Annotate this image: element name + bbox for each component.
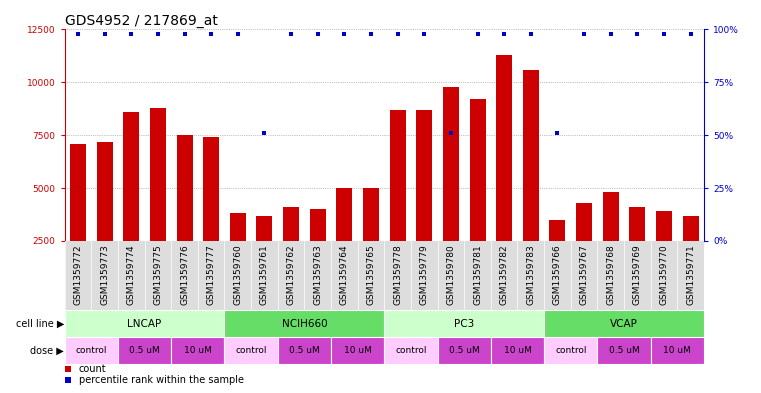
Bar	[683, 216, 699, 294]
Text: GDS4952 / 217869_at: GDS4952 / 217869_at	[65, 15, 218, 28]
Text: GSM1359772: GSM1359772	[74, 244, 82, 305]
Text: 0.5 uM: 0.5 uM	[609, 346, 639, 355]
Bar	[118, 337, 171, 364]
Bar	[384, 310, 544, 337]
Text: VCAP: VCAP	[610, 319, 638, 329]
Bar	[256, 216, 272, 294]
Bar	[576, 203, 592, 294]
Text: GSM1359764: GSM1359764	[340, 244, 349, 305]
Bar	[171, 337, 224, 364]
Bar	[416, 110, 432, 294]
Text: count: count	[78, 364, 107, 374]
Text: GSM1359762: GSM1359762	[287, 244, 295, 305]
Bar	[549, 220, 565, 294]
Bar	[70, 144, 86, 294]
Bar	[544, 337, 597, 364]
Text: GSM1359781: GSM1359781	[473, 244, 482, 305]
Text: GSM1359774: GSM1359774	[127, 244, 135, 305]
Bar	[651, 337, 704, 364]
Text: 0.5 uM: 0.5 uM	[449, 346, 479, 355]
Text: GSM1359779: GSM1359779	[420, 244, 428, 305]
Text: GSM1359773: GSM1359773	[100, 244, 109, 305]
Text: GSM1359771: GSM1359771	[686, 244, 695, 305]
Bar	[656, 211, 672, 294]
Bar	[224, 337, 278, 364]
Text: GSM1359766: GSM1359766	[553, 244, 562, 305]
Text: GSM1359783: GSM1359783	[527, 244, 535, 305]
Text: 0.5 uM: 0.5 uM	[129, 346, 160, 355]
Bar	[230, 213, 246, 294]
Text: NCIH660: NCIH660	[282, 319, 327, 329]
Text: LNCAP: LNCAP	[127, 319, 162, 329]
Bar	[310, 209, 326, 294]
Text: GSM1359780: GSM1359780	[447, 244, 455, 305]
Text: GSM1359765: GSM1359765	[367, 244, 375, 305]
Bar	[177, 135, 193, 294]
Bar	[384, 337, 438, 364]
Text: 0.5 uM: 0.5 uM	[289, 346, 320, 355]
Text: GSM1359777: GSM1359777	[207, 244, 215, 305]
Bar	[150, 108, 166, 294]
Bar	[331, 337, 384, 364]
Bar	[523, 70, 539, 294]
Text: GSM1359761: GSM1359761	[260, 244, 269, 305]
Bar	[65, 310, 224, 337]
Bar	[629, 207, 645, 294]
Bar	[438, 337, 491, 364]
Text: cell line ▶: cell line ▶	[16, 319, 64, 329]
Bar	[65, 337, 118, 364]
Text: percentile rank within the sample: percentile rank within the sample	[78, 375, 244, 386]
Bar	[336, 188, 352, 294]
Bar	[597, 337, 651, 364]
Bar	[203, 137, 219, 294]
Text: GSM1359782: GSM1359782	[500, 244, 508, 305]
Text: 10 uM: 10 uM	[504, 346, 531, 355]
Text: GSM1359768: GSM1359768	[607, 244, 615, 305]
Text: GSM1359763: GSM1359763	[314, 244, 322, 305]
Bar	[283, 207, 299, 294]
Bar	[123, 112, 139, 294]
Text: control: control	[75, 346, 107, 355]
Text: 10 uM: 10 uM	[344, 346, 371, 355]
Text: GSM1359760: GSM1359760	[234, 244, 242, 305]
Bar	[544, 310, 704, 337]
Text: GSM1359778: GSM1359778	[393, 244, 402, 305]
Text: GSM1359776: GSM1359776	[180, 244, 189, 305]
Text: control: control	[235, 346, 267, 355]
Text: control: control	[395, 346, 427, 355]
Bar	[603, 192, 619, 294]
Text: 10 uM: 10 uM	[664, 346, 691, 355]
Bar	[496, 55, 512, 294]
Text: PC3: PC3	[454, 319, 474, 329]
Text: dose ▶: dose ▶	[30, 345, 64, 356]
Bar	[363, 188, 379, 294]
Text: GSM1359769: GSM1359769	[633, 244, 642, 305]
Text: 10 uM: 10 uM	[184, 346, 212, 355]
Text: GSM1359770: GSM1359770	[660, 244, 668, 305]
Bar	[97, 141, 113, 294]
Bar	[491, 337, 544, 364]
Bar	[443, 86, 459, 294]
Bar	[470, 99, 486, 294]
Text: GSM1359775: GSM1359775	[154, 244, 162, 305]
Bar	[224, 310, 384, 337]
Bar	[390, 110, 406, 294]
Bar	[278, 337, 331, 364]
Text: control: control	[555, 346, 587, 355]
Text: GSM1359767: GSM1359767	[580, 244, 588, 305]
